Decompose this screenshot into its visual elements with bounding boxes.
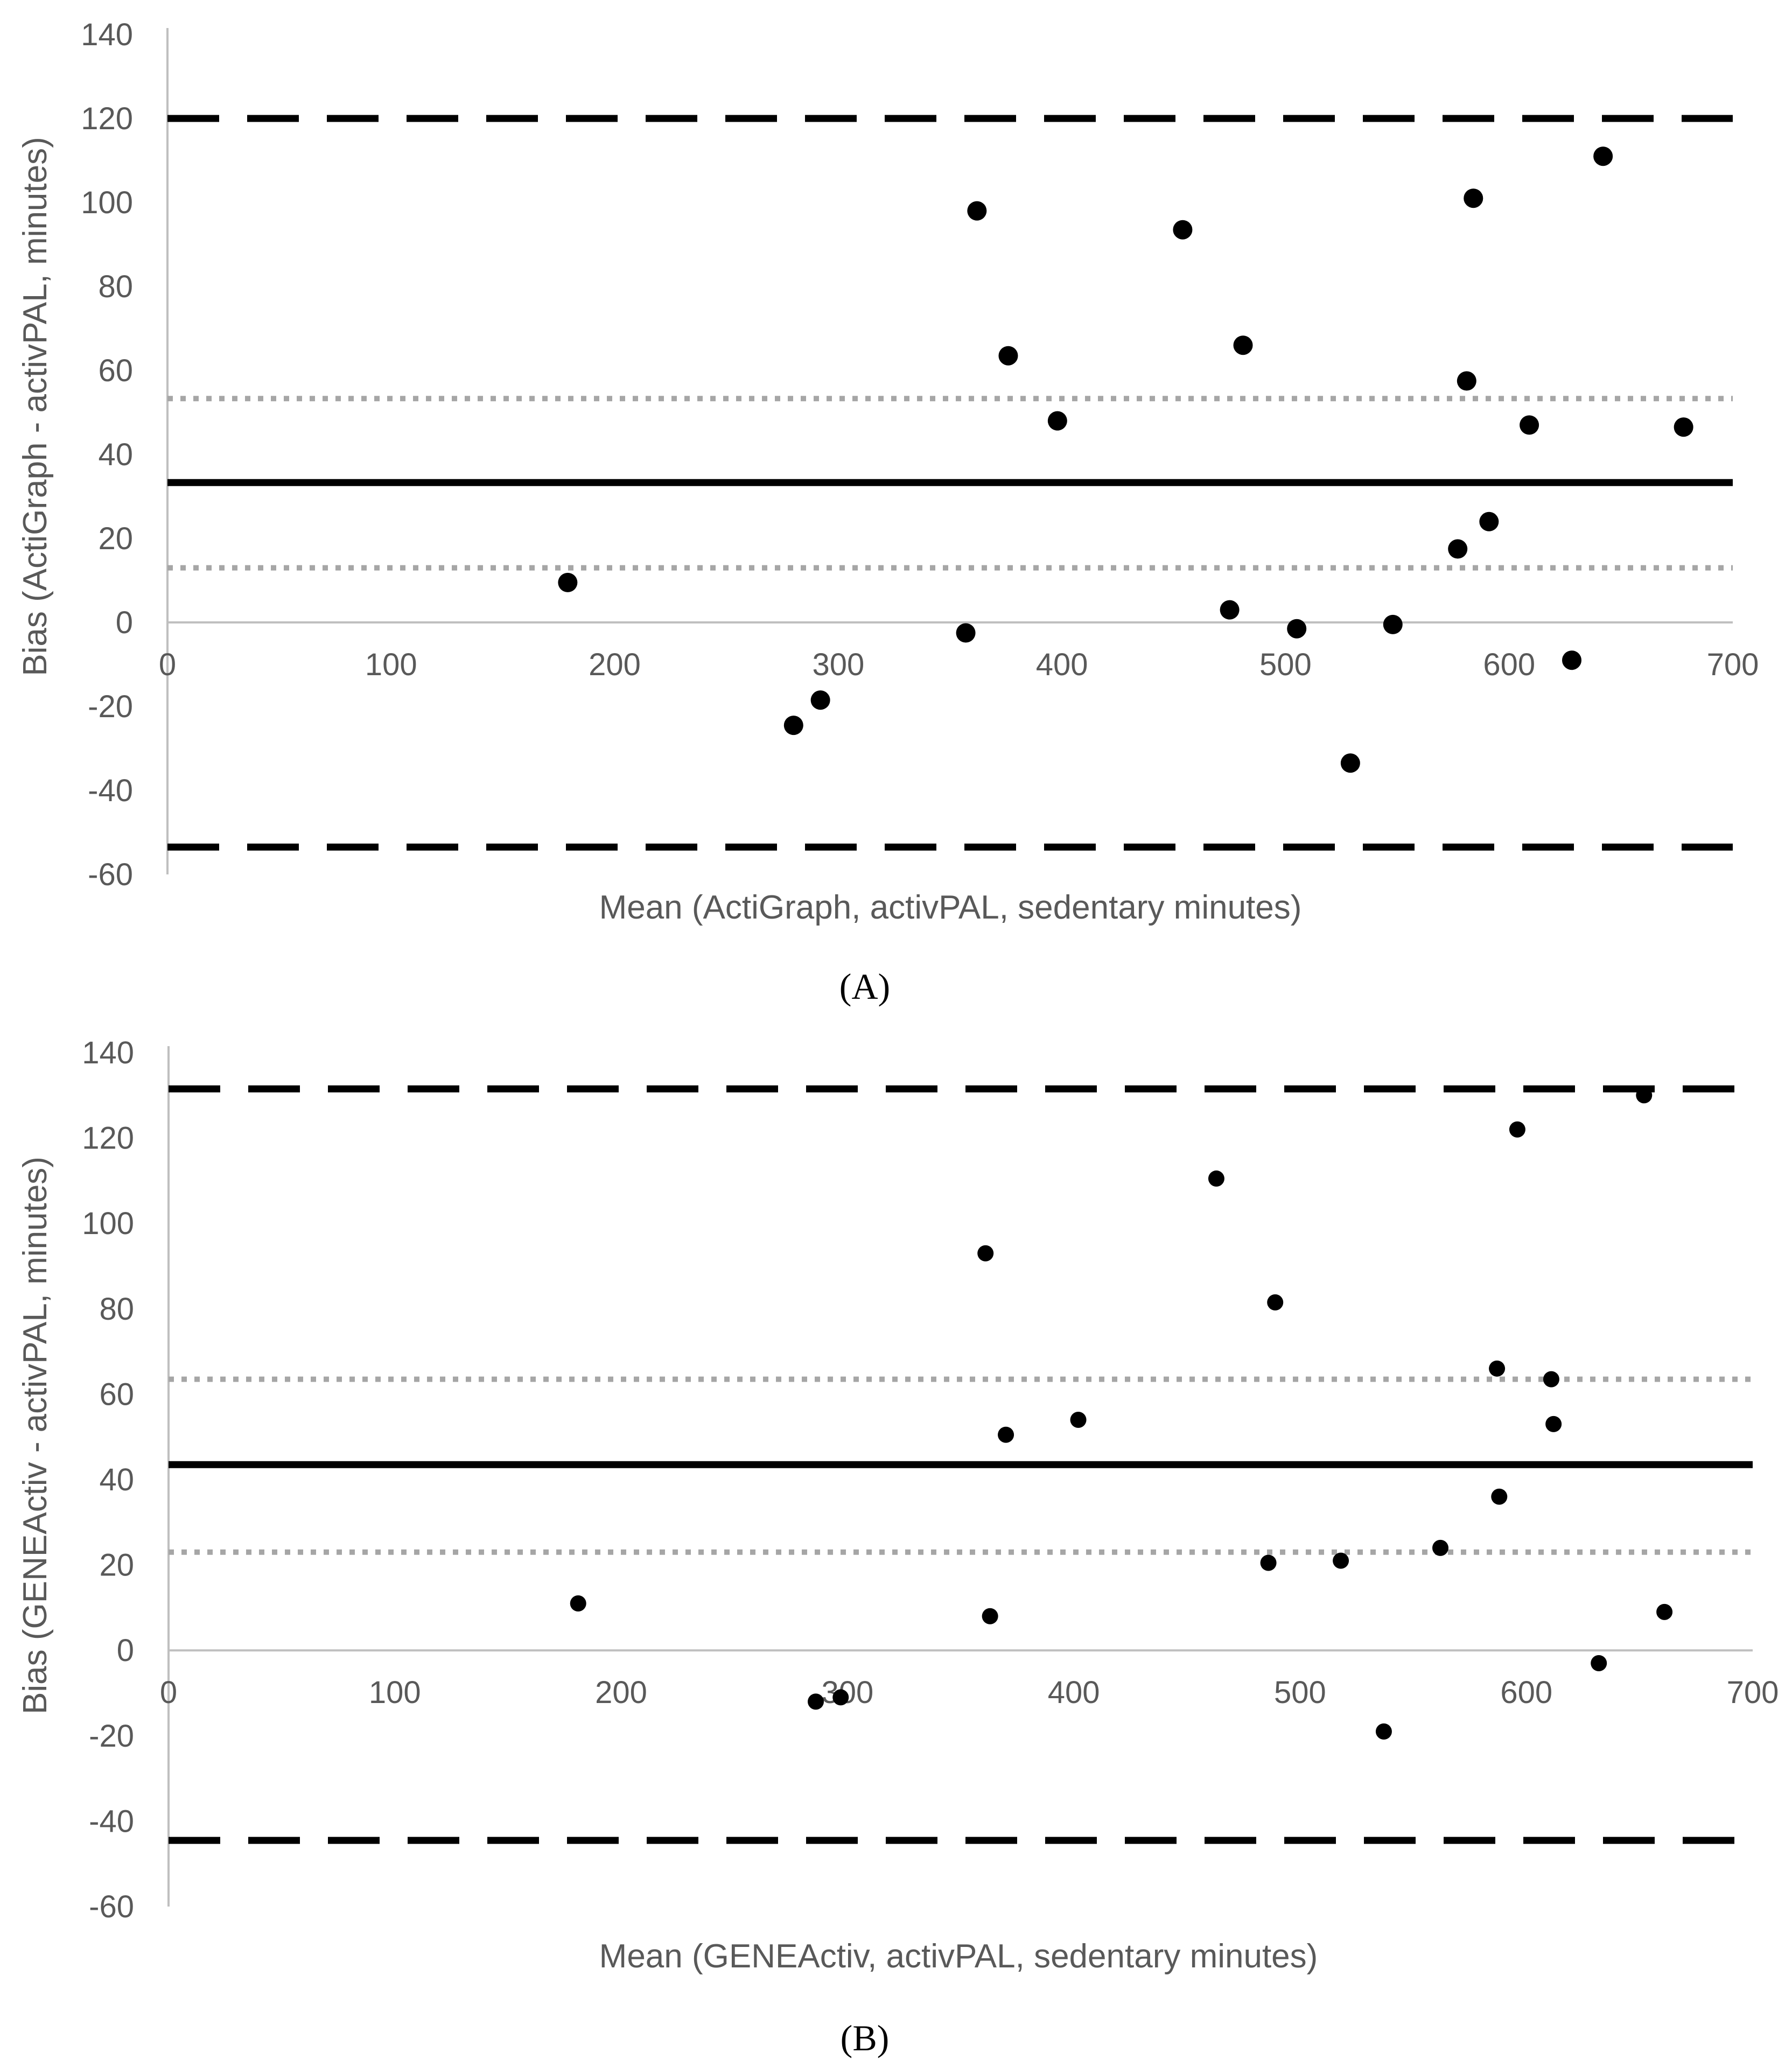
panel-a-y-tick-label: 20 <box>98 521 133 556</box>
panel-a-data-point <box>967 201 987 221</box>
panel-b-data-point <box>1543 1371 1559 1388</box>
panel-a-data-point <box>783 716 803 735</box>
panel-b-data-point <box>1375 1723 1392 1740</box>
panel-a-y-tick-label: -40 <box>88 773 133 808</box>
panel-b-y-tick-label: -40 <box>89 1804 134 1839</box>
panel-b-data-point <box>982 1608 998 1624</box>
panel-b-x-tick-label: 700 <box>1727 1675 1779 1710</box>
panel-a-label: (A) <box>839 966 890 1007</box>
panel-b-x-axis-title: Mean (GENEActiv, activPAL, sedentary min… <box>599 1938 1318 1975</box>
panel-b-x-tick-label: 500 <box>1274 1675 1326 1710</box>
panel-b-data-point <box>1333 1552 1349 1569</box>
panel-a-data-point <box>1520 415 1539 435</box>
panel-a-data-point <box>998 346 1018 366</box>
panel-a-data-point <box>1464 188 1483 208</box>
panel-a-data-point <box>1287 619 1307 639</box>
panel-b-y-tick-label: -60 <box>89 1889 134 1924</box>
panel-a-x-tick-label: 400 <box>1036 647 1088 682</box>
panel-a-x-tick-label: 300 <box>812 647 864 682</box>
panel-b-data-point <box>1591 1655 1607 1671</box>
panel-b-x-tick-label: 200 <box>595 1675 647 1710</box>
panel-b-data-point <box>998 1426 1014 1443</box>
panel-b-x-tick-label: 100 <box>369 1675 421 1710</box>
panel-b-y-tick-label: 80 <box>99 1292 134 1327</box>
panel-b-y-tick-label: 20 <box>99 1548 134 1583</box>
panel-b-data-point <box>1656 1603 1673 1620</box>
panel-a-data-point <box>1220 600 1240 620</box>
panel-b-x-tick-label: 0 <box>160 1675 177 1710</box>
panel-a-x-tick-label: 0 <box>159 647 176 682</box>
panel-b-x-tick-label: 300 <box>821 1675 873 1710</box>
panel-b-y-tick-label: 100 <box>82 1206 134 1241</box>
panel-a-y-axis-title: Bias (ActiGraph - activPAL, minutes) <box>17 137 54 676</box>
panel-b-data-point <box>1489 1360 1506 1377</box>
panel-a-x-axis-title: Mean (ActiGraph, activPAL, sedentary min… <box>599 889 1302 926</box>
panel-a-y-tick-label: 140 <box>81 17 133 52</box>
panel-b-x-tick-label: 600 <box>1500 1675 1552 1710</box>
panel-b-x-tick-label: 400 <box>1048 1675 1100 1710</box>
panel-b-data-point <box>1260 1554 1277 1571</box>
panel-a-y-tick-label: -60 <box>88 857 133 892</box>
panel-a-y-tick-label: 40 <box>98 437 133 472</box>
panel-a-data-point <box>1562 650 1581 670</box>
panel-a-x-tick-label: 600 <box>1483 647 1535 682</box>
panel-b-data-point <box>977 1245 994 1262</box>
panel-a-y-tick-label: 0 <box>116 605 133 640</box>
panel-a-data-point <box>1448 539 1468 559</box>
panel-a-data-point <box>1173 220 1193 240</box>
panel-b-y-tick-label: 40 <box>99 1462 134 1497</box>
panel-a-x-tick-label: 200 <box>589 647 641 682</box>
panel-b-y-tick-label: 140 <box>82 1035 134 1070</box>
panel-b-y-tick-label: 0 <box>117 1633 134 1668</box>
panel-a-data-point <box>1479 512 1499 531</box>
panel-b-data-point <box>1509 1121 1525 1138</box>
panel-a-x-tick-label: 700 <box>1707 647 1759 682</box>
panel-a-data-point <box>956 623 976 643</box>
panel-b-data-point <box>1267 1294 1284 1311</box>
panel-b-data-point <box>1545 1416 1562 1432</box>
panel-b-data-point <box>570 1595 586 1611</box>
panel-b-data-point <box>1208 1170 1224 1187</box>
panel-a-data-point <box>810 690 830 710</box>
panel-b-data-point <box>1070 1411 1087 1428</box>
panel-a-data-point <box>1383 614 1403 634</box>
panel-a-data-point <box>1593 146 1613 166</box>
panel-a-x-tick-label: 500 <box>1259 647 1312 682</box>
panel-b-data-point <box>832 1689 849 1706</box>
panel-a-y-tick-label: 80 <box>98 269 133 304</box>
panel-a-y-tick-label: 60 <box>98 353 133 388</box>
panel-a-data-point <box>1047 411 1067 431</box>
panel-a-y-tick-label: 120 <box>81 101 133 136</box>
panel-b-y-tick-label: 120 <box>82 1121 134 1156</box>
panel-b-label: (B) <box>841 2017 890 2058</box>
panel-b-y-tick-label: -20 <box>89 1719 134 1754</box>
panel-a-data-point <box>1674 417 1693 437</box>
panel-b-data-point <box>1432 1539 1449 1556</box>
panel-b-y-tick-label: 60 <box>99 1377 134 1412</box>
panel-b-y-axis-title: Bias (GENEActiv - activPAL, minutes) <box>17 1157 54 1714</box>
panel-a-x-tick-label: 100 <box>365 647 417 682</box>
panel-a-y-tick-label: -20 <box>88 689 133 724</box>
panel-b-data-point <box>1636 1087 1653 1104</box>
panel-a-data-point <box>1340 753 1360 773</box>
panel-b-data-point <box>808 1693 824 1710</box>
panel-a-data-point <box>1457 371 1476 391</box>
panel-a-y-tick-label: 100 <box>81 185 133 220</box>
panel-b-data-point <box>1491 1488 1508 1505</box>
panel-a-data-point <box>558 572 578 592</box>
panel-a-data-point <box>1233 335 1253 355</box>
